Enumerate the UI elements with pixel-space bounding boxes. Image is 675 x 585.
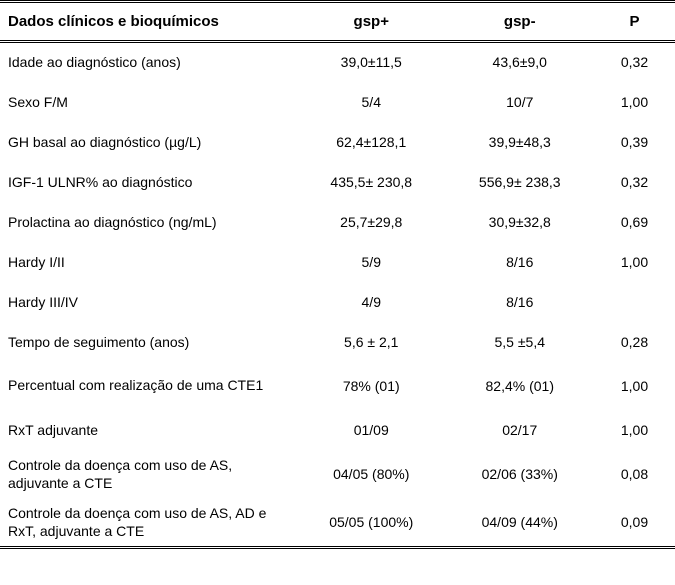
table-row: Idade ao diagnóstico (anos)39,0±11,543,6… [0, 42, 675, 82]
row-p-value: 0,28 [594, 322, 675, 362]
row-p-value: 0,32 [594, 42, 675, 82]
row-gsp-plus: 5,6 ± 2,1 [297, 322, 446, 362]
row-label: GH basal ao diagnóstico (µg/L) [0, 122, 297, 162]
row-label: Sexo F/M [0, 82, 297, 122]
clinical-data-table: Dados clínicos e bioquímicos gsp+ gsp- P… [0, 0, 675, 549]
row-label: Hardy III/IV [0, 282, 297, 322]
row-gsp-minus: 39,9±48,3 [446, 122, 595, 162]
row-gsp-minus: 10/7 [446, 82, 595, 122]
row-gsp-plus: 435,5± 230,8 [297, 162, 446, 202]
table-row: Controle da doença com uso de AS, adjuva… [0, 450, 675, 498]
row-gsp-plus: 01/09 [297, 410, 446, 450]
table-body: Idade ao diagnóstico (anos)39,0±11,543,6… [0, 42, 675, 548]
row-gsp-minus: 82,4% (01) [446, 362, 595, 410]
row-gsp-plus: 39,0±11,5 [297, 42, 446, 82]
row-gsp-minus: 02/17 [446, 410, 595, 450]
table-row: IGF-1 ULNR% ao diagnóstico435,5± 230,855… [0, 162, 675, 202]
row-label: IGF-1 ULNR% ao diagnóstico [0, 162, 297, 202]
header-p: P [594, 2, 675, 42]
row-p-value: 0,09 [594, 498, 675, 548]
table-header-row: Dados clínicos e bioquímicos gsp+ gsp- P [0, 2, 675, 42]
row-p-value: 1,00 [594, 242, 675, 282]
row-label: Hardy I/II [0, 242, 297, 282]
table-row: Hardy III/IV4/98/16 [0, 282, 675, 322]
row-gsp-plus: 4/9 [297, 282, 446, 322]
row-p-value: 0,08 [594, 450, 675, 498]
row-p-value [594, 282, 675, 322]
clinical-data-table-container: Dados clínicos e bioquímicos gsp+ gsp- P… [0, 0, 675, 585]
header-gsp-plus: gsp+ [297, 2, 446, 42]
header-label: Dados clínicos e bioquímicos [0, 2, 297, 42]
header-gsp-minus: gsp- [446, 2, 595, 42]
table-row: Percentual com realização de uma CTE178%… [0, 362, 675, 410]
row-gsp-minus: 556,9± 238,3 [446, 162, 595, 202]
row-label: Idade ao diagnóstico (anos) [0, 42, 297, 82]
table-row: Sexo F/M5/410/71,00 [0, 82, 675, 122]
row-gsp-minus: 43,6±9,0 [446, 42, 595, 82]
row-gsp-minus: 30,9±32,8 [446, 202, 595, 242]
row-gsp-plus: 05/05 (100%) [297, 498, 446, 548]
row-gsp-plus: 62,4±128,1 [297, 122, 446, 162]
row-label: Controle da doença com uso de AS, adjuva… [0, 450, 297, 498]
table-row: Controle da doença com uso de AS, AD e R… [0, 498, 675, 548]
row-p-value: 0,39 [594, 122, 675, 162]
table-row: RxT adjuvante01/0902/171,00 [0, 410, 675, 450]
row-gsp-minus: 8/16 [446, 242, 595, 282]
row-gsp-plus: 04/05 (80%) [297, 450, 446, 498]
table-row: Tempo de seguimento (anos)5,6 ± 2,15,5 ±… [0, 322, 675, 362]
row-label: RxT adjuvante [0, 410, 297, 450]
row-p-value: 1,00 [594, 410, 675, 450]
table-row: Hardy I/II5/98/161,00 [0, 242, 675, 282]
row-gsp-minus: 02/06 (33%) [446, 450, 595, 498]
row-label: Tempo de seguimento (anos) [0, 322, 297, 362]
table-row: GH basal ao diagnóstico (µg/L)62,4±128,1… [0, 122, 675, 162]
row-p-value: 0,32 [594, 162, 675, 202]
row-label: Controle da doença com uso de AS, AD e R… [0, 498, 297, 548]
row-gsp-plus: 25,7±29,8 [297, 202, 446, 242]
row-p-value: 1,00 [594, 82, 675, 122]
row-gsp-plus: 78% (01) [297, 362, 446, 410]
row-p-value: 1,00 [594, 362, 675, 410]
row-gsp-minus: 04/09 (44%) [446, 498, 595, 548]
row-gsp-minus: 5,5 ±5,4 [446, 322, 595, 362]
row-gsp-plus: 5/9 [297, 242, 446, 282]
row-gsp-plus: 5/4 [297, 82, 446, 122]
row-label: Prolactina ao diagnóstico (ng/mL) [0, 202, 297, 242]
row-label: Percentual com realização de uma CTE1 [0, 362, 297, 410]
table-row: Prolactina ao diagnóstico (ng/mL)25,7±29… [0, 202, 675, 242]
row-p-value: 0,69 [594, 202, 675, 242]
row-gsp-minus: 8/16 [446, 282, 595, 322]
